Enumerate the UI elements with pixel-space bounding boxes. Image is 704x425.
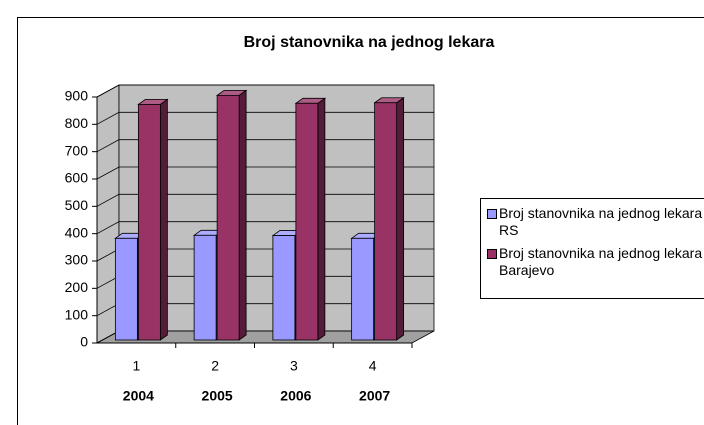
legend-item: Broj stanovnika na jednog lekara RS xyxy=(487,205,704,239)
x-category-label: 2005 xyxy=(202,388,233,404)
legend-swatch xyxy=(487,249,497,259)
x-tick-label: 4 xyxy=(369,358,377,374)
bar xyxy=(295,102,319,341)
y-tick-label: 500 xyxy=(65,197,89,213)
y-tick-label: 0 xyxy=(80,334,88,350)
y-tick-label: 200 xyxy=(65,279,89,295)
bar xyxy=(272,235,296,341)
x-category-label: 2006 xyxy=(280,388,311,404)
legend-label: Broj stanovnika na jednog lekara Barajev… xyxy=(499,245,703,278)
bar xyxy=(114,237,138,341)
x-category-label: 2004 xyxy=(123,388,154,404)
grid-line xyxy=(96,193,434,207)
grid-line xyxy=(96,139,434,153)
bar xyxy=(216,94,240,341)
y-tick-label: 600 xyxy=(65,170,89,186)
grid-line xyxy=(96,221,434,235)
y-tick-label: 900 xyxy=(65,88,89,104)
y-tick-label: 400 xyxy=(65,224,89,240)
bar xyxy=(193,234,217,341)
legend: Broj stanovnika na jednog lekara RS Broj … xyxy=(480,198,704,299)
legend-item: Broj stanovnika na jednog lekara Barajev… xyxy=(487,245,704,279)
x-tick-label: 3 xyxy=(290,358,298,374)
bar-side xyxy=(396,96,405,341)
bar xyxy=(374,102,398,341)
bar xyxy=(351,237,375,341)
y-tick-label: 300 xyxy=(65,252,89,268)
x-category-label: 2007 xyxy=(359,388,390,404)
bar xyxy=(137,103,161,341)
grid-line xyxy=(96,111,434,125)
chart-title: Broj stanovnika na jednog lekara xyxy=(244,34,495,51)
bar-side xyxy=(317,97,326,341)
grid-line xyxy=(96,84,434,98)
x-tick-label: 1 xyxy=(132,358,140,374)
x-tick-label: 2 xyxy=(211,358,219,374)
bar-side xyxy=(238,89,247,341)
y-tick-label: 800 xyxy=(65,115,89,131)
y-tick-label: 700 xyxy=(65,142,89,158)
legend-label: Broj stanovnika na jednog lekara RS xyxy=(499,205,703,238)
bar-side xyxy=(159,98,168,341)
grid-line xyxy=(96,166,434,180)
y-tick-label: 100 xyxy=(65,306,89,322)
legend-swatch xyxy=(487,209,497,219)
chart-frame xyxy=(17,17,704,425)
